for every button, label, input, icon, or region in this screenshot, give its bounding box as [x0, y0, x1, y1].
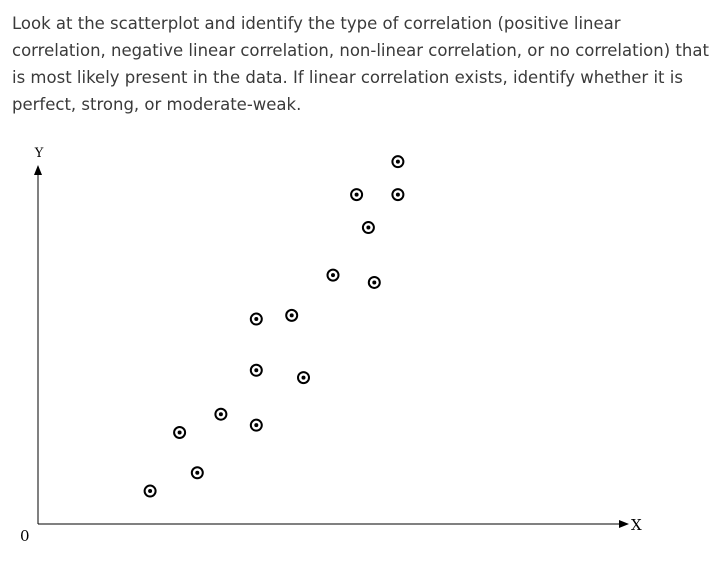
- data-point-11: [350, 188, 364, 202]
- data-point-13: [367, 275, 381, 289]
- origin-label: 0: [20, 527, 30, 545]
- data-point-7: [249, 312, 263, 326]
- x-axis-label: X: [631, 516, 642, 534]
- data-point-8: [285, 308, 299, 322]
- data-point-10: [326, 268, 340, 282]
- data-point-6: [249, 363, 263, 377]
- data-point-5: [249, 418, 263, 432]
- data-point-9: [297, 371, 310, 385]
- data-point-14: [391, 188, 405, 202]
- data-point-12: [361, 221, 375, 235]
- question-text: Look at the scatterplot and identify the…: [12, 14, 709, 114]
- data-point-15: [391, 155, 405, 169]
- data-point-2: [173, 426, 187, 439]
- y-axis-label: Y: [34, 146, 44, 161]
- data-point-4: [214, 407, 228, 421]
- scatter-points: [143, 155, 405, 498]
- data-point-3: [190, 466, 204, 480]
- data-point-1: [143, 484, 157, 498]
